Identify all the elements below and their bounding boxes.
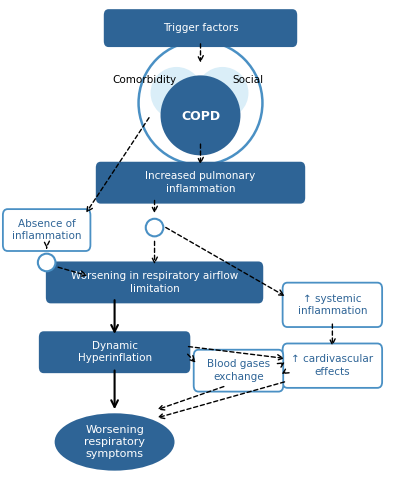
FancyBboxPatch shape — [194, 350, 283, 392]
FancyBboxPatch shape — [3, 209, 90, 251]
Text: Social: Social — [232, 76, 263, 86]
FancyBboxPatch shape — [104, 9, 297, 47]
Text: ↑ cardivascular
effects: ↑ cardivascular effects — [291, 354, 373, 377]
FancyBboxPatch shape — [96, 162, 305, 203]
Text: ↑ systemic
inflammation: ↑ systemic inflammation — [298, 294, 367, 316]
Ellipse shape — [160, 76, 241, 156]
Text: Absence of
inflammation: Absence of inflammation — [12, 219, 81, 242]
Ellipse shape — [150, 67, 203, 119]
Text: Increased pulmonary
inflammation: Increased pulmonary inflammation — [146, 172, 255, 194]
Text: Blood gases
exchange: Blood gases exchange — [207, 360, 270, 382]
Ellipse shape — [38, 254, 55, 272]
FancyBboxPatch shape — [46, 262, 263, 304]
Text: Worsening
respiratory
symptoms: Worsening respiratory symptoms — [84, 424, 145, 460]
FancyBboxPatch shape — [283, 282, 382, 327]
FancyBboxPatch shape — [283, 344, 382, 388]
Text: Comorbidity: Comorbidity — [113, 76, 176, 86]
FancyBboxPatch shape — [39, 332, 190, 373]
Ellipse shape — [55, 414, 174, 470]
Text: Dynamic
Hyperinflation: Dynamic Hyperinflation — [77, 341, 152, 363]
Text: Trigger factors: Trigger factors — [163, 23, 238, 33]
Ellipse shape — [146, 219, 163, 236]
Ellipse shape — [196, 67, 249, 119]
Text: Worsening in respiratory airflow
limitation: Worsening in respiratory airflow limitat… — [71, 271, 238, 293]
Text: COPD: COPD — [181, 110, 220, 123]
